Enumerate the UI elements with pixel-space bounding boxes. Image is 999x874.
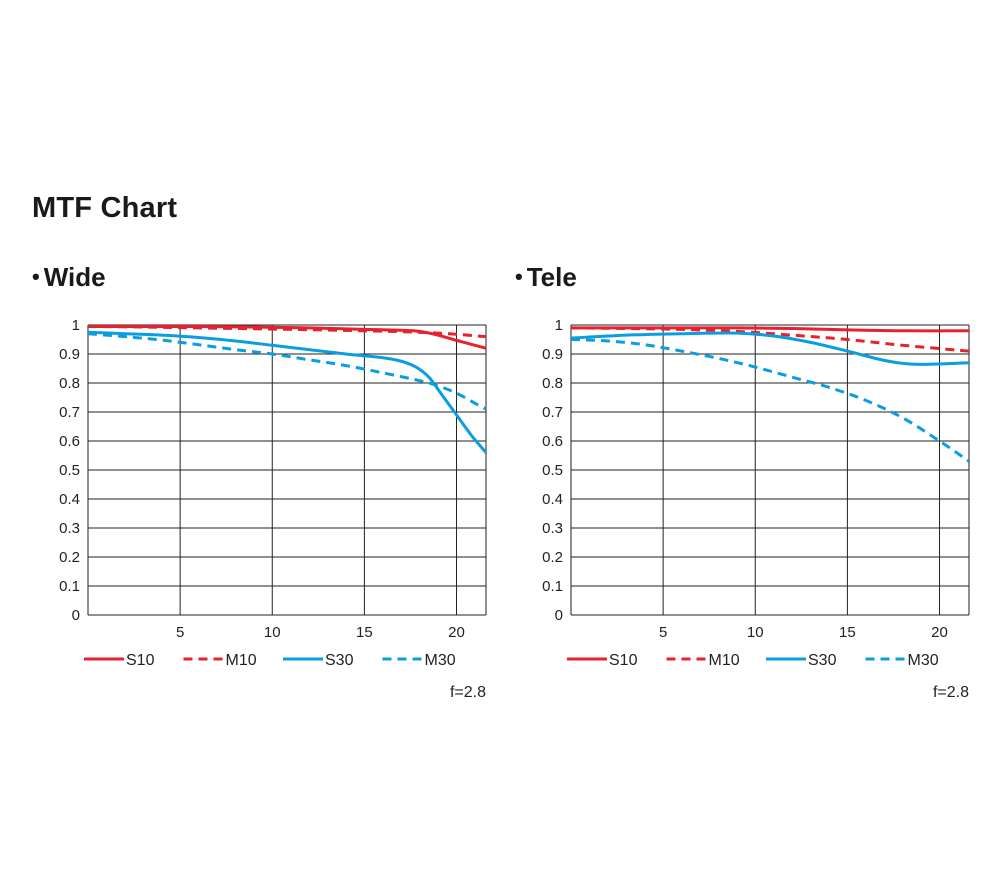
y-tick-label: 0.7 [59, 404, 80, 421]
series-line-s10 [571, 326, 969, 333]
y-tick-label: 0.9 [59, 346, 80, 363]
aperture-note: f=2.8 [933, 684, 969, 701]
x-tick-label: 10 [747, 624, 764, 641]
series-line-s30 [88, 330, 486, 454]
y-tick-label: 0.1 [542, 578, 563, 595]
y-tick-label: 0.8 [59, 375, 80, 392]
series-line-m10 [88, 324, 486, 339]
y-tick-label: 0.4 [59, 491, 80, 508]
y-tick-label: 0.8 [542, 375, 563, 392]
y-tick-label: 1 [555, 317, 563, 334]
legend-label-m10: M10 [709, 652, 740, 669]
x-tick-label: 20 [448, 624, 465, 641]
legend-label-s30: S30 [325, 652, 354, 669]
x-tick-label: 15 [356, 624, 373, 641]
y-tick-label: 0.3 [542, 520, 563, 537]
y-tick-label: 0.2 [542, 549, 563, 566]
legend-label-s10: S10 [609, 652, 638, 669]
x-tick-label: 15 [839, 624, 856, 641]
x-tick-label: 5 [176, 624, 184, 641]
panel-title-wide-text: Wide [43, 262, 106, 292]
y-tick-label: 0.4 [542, 491, 563, 508]
legend-label-m30: M30 [425, 652, 456, 669]
series-line-m10 [571, 326, 969, 353]
aperture-note: f=2.8 [450, 684, 486, 701]
legend-label-s10: S10 [126, 652, 155, 669]
x-tick-label: 10 [264, 624, 281, 641]
series-line-s30 [571, 331, 969, 366]
y-tick-label: 0.3 [59, 520, 80, 537]
y-tick-label: 0.6 [542, 433, 563, 450]
page-title: MTF Chart [32, 192, 178, 224]
y-tick-label: 0 [72, 607, 80, 624]
legend-label-m10: M10 [226, 652, 257, 669]
bullet: • [515, 264, 523, 289]
series-line-m30 [88, 332, 486, 411]
panel-title-tele: • Tele [515, 262, 577, 293]
legend-label-m30: M30 [908, 652, 939, 669]
y-tick-label: 0.5 [59, 462, 80, 479]
y-tick-label: 0.2 [59, 549, 80, 566]
y-tick-label: 1 [72, 317, 80, 334]
x-tick-label: 20 [931, 624, 948, 641]
y-tick-label: 0.7 [542, 404, 563, 421]
panel-title-tele-text: Tele [526, 262, 577, 292]
bullet: • [32, 264, 40, 289]
legend-label-s30: S30 [808, 652, 837, 669]
y-tick-label: 0.5 [542, 462, 563, 479]
x-tick-label: 5 [659, 624, 667, 641]
y-tick-label: 0.9 [542, 346, 563, 363]
y-tick-label: 0.6 [59, 433, 80, 450]
series-line-m30 [571, 338, 969, 463]
y-tick-label: 0 [555, 607, 563, 624]
y-tick-label: 0.1 [59, 578, 80, 595]
panel-title-wide: • Wide [32, 262, 106, 293]
